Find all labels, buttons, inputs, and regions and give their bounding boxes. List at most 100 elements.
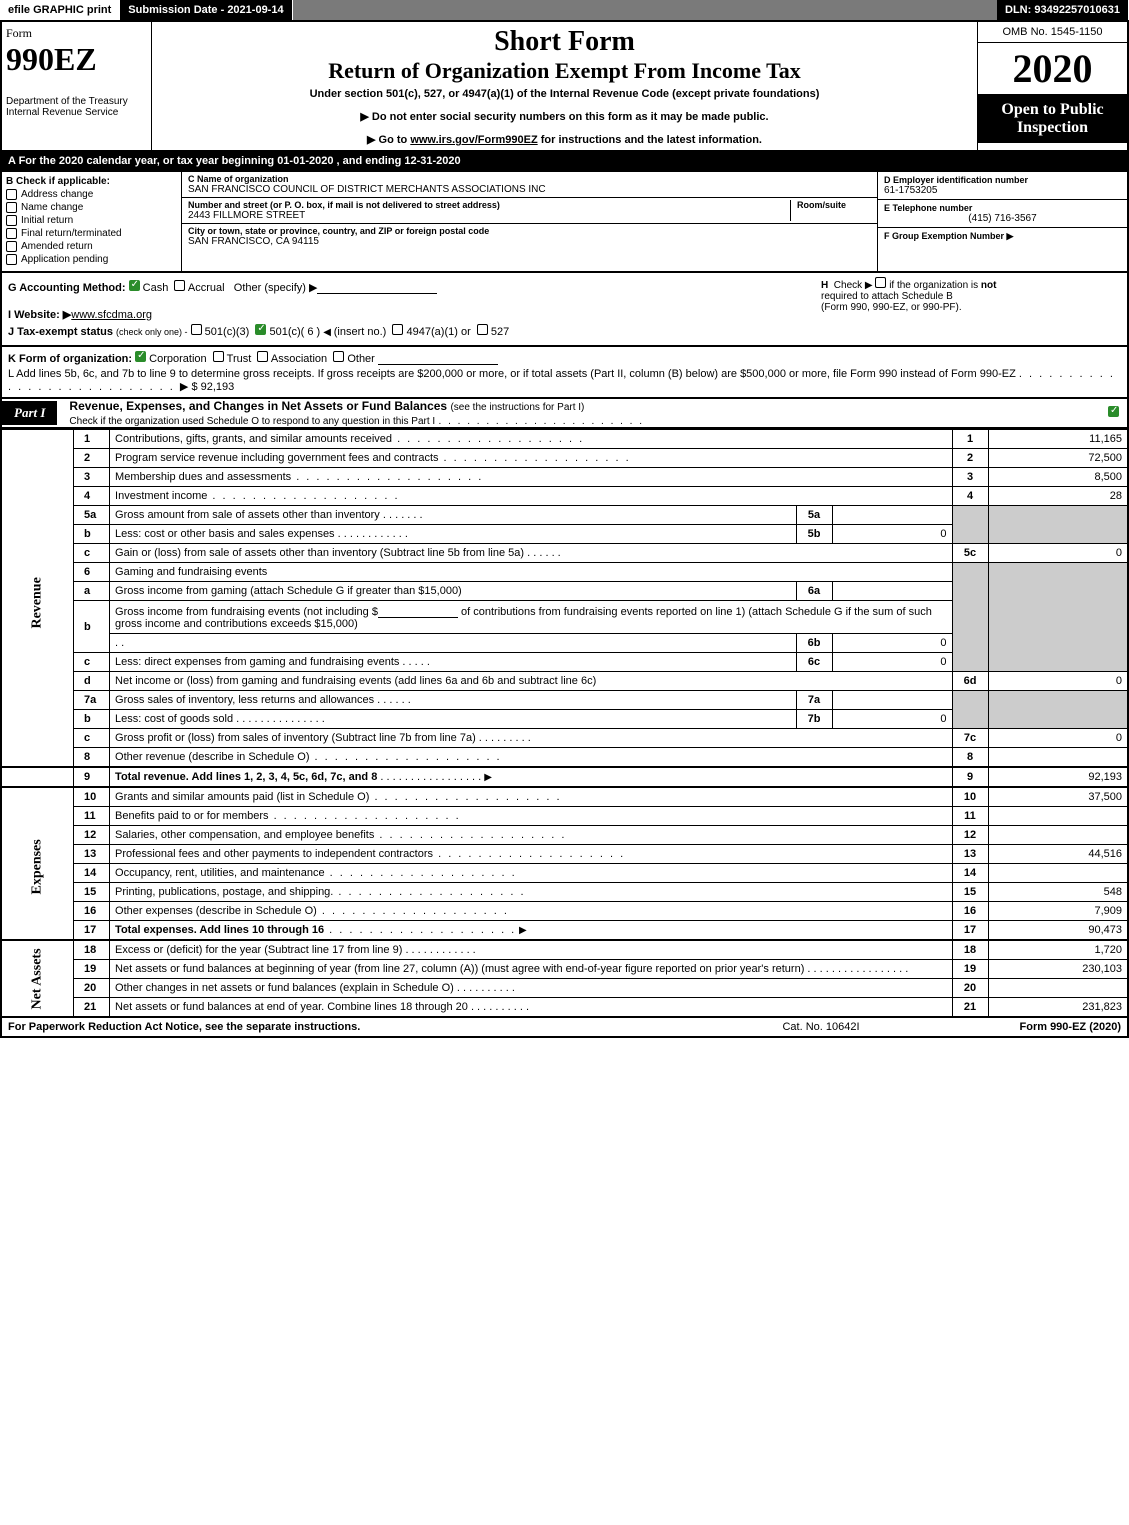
- page-footer: For Paperwork Reduction Act Notice, see …: [0, 1018, 1129, 1038]
- table-row: c Gain or (loss) from sale of assets oth…: [1, 544, 1128, 563]
- table-row: Net Assets 18 Excess or (deficit) for th…: [1, 940, 1128, 960]
- footer-notice: For Paperwork Reduction Act Notice, see …: [8, 1021, 721, 1033]
- footer-catno: Cat. No. 10642I: [721, 1021, 921, 1033]
- chk-501c[interactable]: [255, 324, 266, 335]
- section-kl: K Form of organization: Corporation Trus…: [0, 347, 1129, 399]
- group-label: F Group Exemption Number ▶: [884, 231, 1121, 242]
- col-c: C Name of organization SAN FRANCISCO COU…: [182, 172, 877, 271]
- chk-4947[interactable]: [392, 324, 403, 335]
- part1-title: Revenue, Expenses, and Changes in Net As…: [57, 399, 1108, 427]
- part1-tab: Part I: [2, 401, 57, 425]
- website-link[interactable]: www.sfcdma.org: [71, 309, 152, 321]
- chk-application-pending[interactable]: Application pending: [6, 254, 177, 265]
- table-row: d Net income or (loss) from gaming and f…: [1, 672, 1128, 691]
- dln: DLN: 93492257010631: [997, 0, 1129, 20]
- checkbox-icon: [6, 202, 17, 213]
- efile-label: efile GRAPHIC print: [0, 0, 120, 20]
- side-netassets: Net Assets: [1, 940, 74, 1017]
- open-public: Open to Public Inspection: [978, 95, 1127, 143]
- chk-initial-return[interactable]: Initial return: [6, 215, 177, 226]
- checkbox-icon: [6, 241, 17, 252]
- tel-val: (415) 716-3567: [884, 213, 1121, 224]
- subtitle: Under section 501(c), 527, or 4947(a)(1)…: [160, 88, 969, 100]
- form-word: Form: [6, 26, 32, 40]
- submission-date: Submission Date - 2021-09-14: [120, 0, 292, 20]
- org-name-label: C Name of organization: [188, 174, 871, 184]
- row-l: L Add lines 5b, 6c, and 7b to line 9 to …: [8, 368, 1121, 393]
- table-row: 7a Gross sales of inventory, less return…: [1, 691, 1128, 710]
- table-row: 14 Occupancy, rent, utilities, and maint…: [1, 864, 1128, 883]
- top-bar: efile GRAPHIC print Submission Date - 20…: [0, 0, 1129, 20]
- section-bcd: B Check if applicable: Address change Na…: [0, 172, 1129, 273]
- checkbox-icon: [6, 228, 17, 239]
- table-row: 9 Total revenue. Add lines 1, 2, 3, 4, 5…: [1, 767, 1128, 787]
- header-left: Form 990EZ Department of the Treasury In…: [2, 22, 152, 150]
- omb-number: OMB No. 1545-1150: [978, 22, 1127, 43]
- chk-501c3[interactable]: [191, 324, 202, 335]
- side-expenses: Expenses: [1, 787, 74, 940]
- footer-formref: Form 990-EZ (2020): [921, 1021, 1121, 1033]
- title-return: Return of Organization Exempt From Incom…: [160, 58, 969, 84]
- checkbox-icon: [6, 254, 17, 265]
- title-short-form: Short Form: [160, 26, 969, 58]
- checkbox-icon: [6, 215, 17, 226]
- table-row: 17 Total expenses. Add lines 10 through …: [1, 921, 1128, 941]
- other-specify-field[interactable]: [317, 280, 437, 294]
- room-label: Room/suite: [797, 200, 871, 210]
- part1-header: Part I Revenue, Expenses, and Changes in…: [0, 399, 1129, 429]
- table-row: 8 Other revenue (describe in Schedule O)…: [1, 748, 1128, 768]
- chk-accrual[interactable]: [174, 280, 185, 291]
- chk-assoc[interactable]: [257, 351, 268, 362]
- chk-schedule-o[interactable]: [1108, 406, 1119, 417]
- section-ghij: G Accounting Method: Cash Accrual Other …: [0, 273, 1129, 347]
- table-row: 15 Printing, publications, postage, and …: [1, 883, 1128, 902]
- col-d: D Employer identification number 61-1753…: [877, 172, 1127, 271]
- form-number: 990EZ: [6, 41, 97, 77]
- addr-label: Number and street (or P. O. box, if mail…: [188, 200, 784, 210]
- part1-table: Revenue 1 Contributions, gifts, grants, …: [0, 429, 1129, 1018]
- row-k: K Form of organization: Corporation Trus…: [8, 351, 1121, 365]
- fundraising-amount-field[interactable]: [378, 604, 458, 618]
- table-row: 21 Net assets or fund balances at end of…: [1, 998, 1128, 1018]
- table-row: 19 Net assets or fund balances at beginn…: [1, 960, 1128, 979]
- row-g: G Accounting Method: Cash Accrual Other …: [8, 280, 821, 294]
- table-row: Revenue 1 Contributions, gifts, grants, …: [1, 430, 1128, 449]
- irs-link[interactable]: www.irs.gov/Form990EZ: [410, 134, 537, 146]
- header-right: OMB No. 1545-1150 2020 Open to Public In…: [977, 22, 1127, 150]
- checkbox-icon: [6, 189, 17, 200]
- table-row: 13 Professional fees and other payments …: [1, 845, 1128, 864]
- chk-cash[interactable]: [129, 280, 140, 291]
- table-row: 11 Benefits paid to or for members 11: [1, 807, 1128, 826]
- chk-schedule-b[interactable]: [875, 277, 886, 288]
- table-row: 4 Investment income 4 28: [1, 487, 1128, 506]
- notice-link: ▶ Go to www.irs.gov/Form990EZ for instru…: [160, 133, 969, 146]
- chk-corp[interactable]: [135, 351, 146, 362]
- addr-val: 2443 FILLMORE STREET: [188, 210, 784, 221]
- form-header: Form 990EZ Department of the Treasury In…: [0, 20, 1129, 152]
- col-b-header: B Check if applicable:: [6, 176, 177, 187]
- chk-other-org[interactable]: [333, 351, 344, 362]
- dept-treasury: Department of the Treasury: [6, 96, 147, 107]
- chk-527[interactable]: [477, 324, 488, 335]
- line-a: A For the 2020 calendar year, or tax yea…: [0, 152, 1129, 172]
- table-row: 12 Salaries, other compensation, and emp…: [1, 826, 1128, 845]
- gross-receipts: ▶ $ 92,193: [180, 381, 234, 393]
- table-row: c Gross profit or (loss) from sales of i…: [1, 729, 1128, 748]
- org-name: SAN FRANCISCO COUNCIL OF DISTRICT MERCHA…: [188, 184, 871, 195]
- chk-address-change[interactable]: Address change: [6, 189, 177, 200]
- other-org-field[interactable]: [378, 351, 498, 365]
- ein-val: 61-1753205: [884, 185, 1121, 196]
- row-j: J Tax-exempt status (check only one) - 5…: [8, 324, 821, 338]
- chk-name-change[interactable]: Name change: [6, 202, 177, 213]
- side-revenue: Revenue: [1, 430, 74, 768]
- table-row: 16 Other expenses (describe in Schedule …: [1, 902, 1128, 921]
- header-mid: Short Form Return of Organization Exempt…: [152, 22, 977, 150]
- chk-amended-return[interactable]: Amended return: [6, 241, 177, 252]
- dept-irs: Internal Revenue Service: [6, 107, 147, 118]
- notice-ssn: ▶ Do not enter social security numbers o…: [160, 110, 969, 123]
- chk-final-return[interactable]: Final return/terminated: [6, 228, 177, 239]
- tax-year: 2020: [978, 43, 1127, 95]
- chk-trust[interactable]: [213, 351, 224, 362]
- row-h: H Check ▶ if the organization is not req…: [821, 277, 1121, 341]
- table-row: Expenses 10 Grants and similar amounts p…: [1, 787, 1128, 807]
